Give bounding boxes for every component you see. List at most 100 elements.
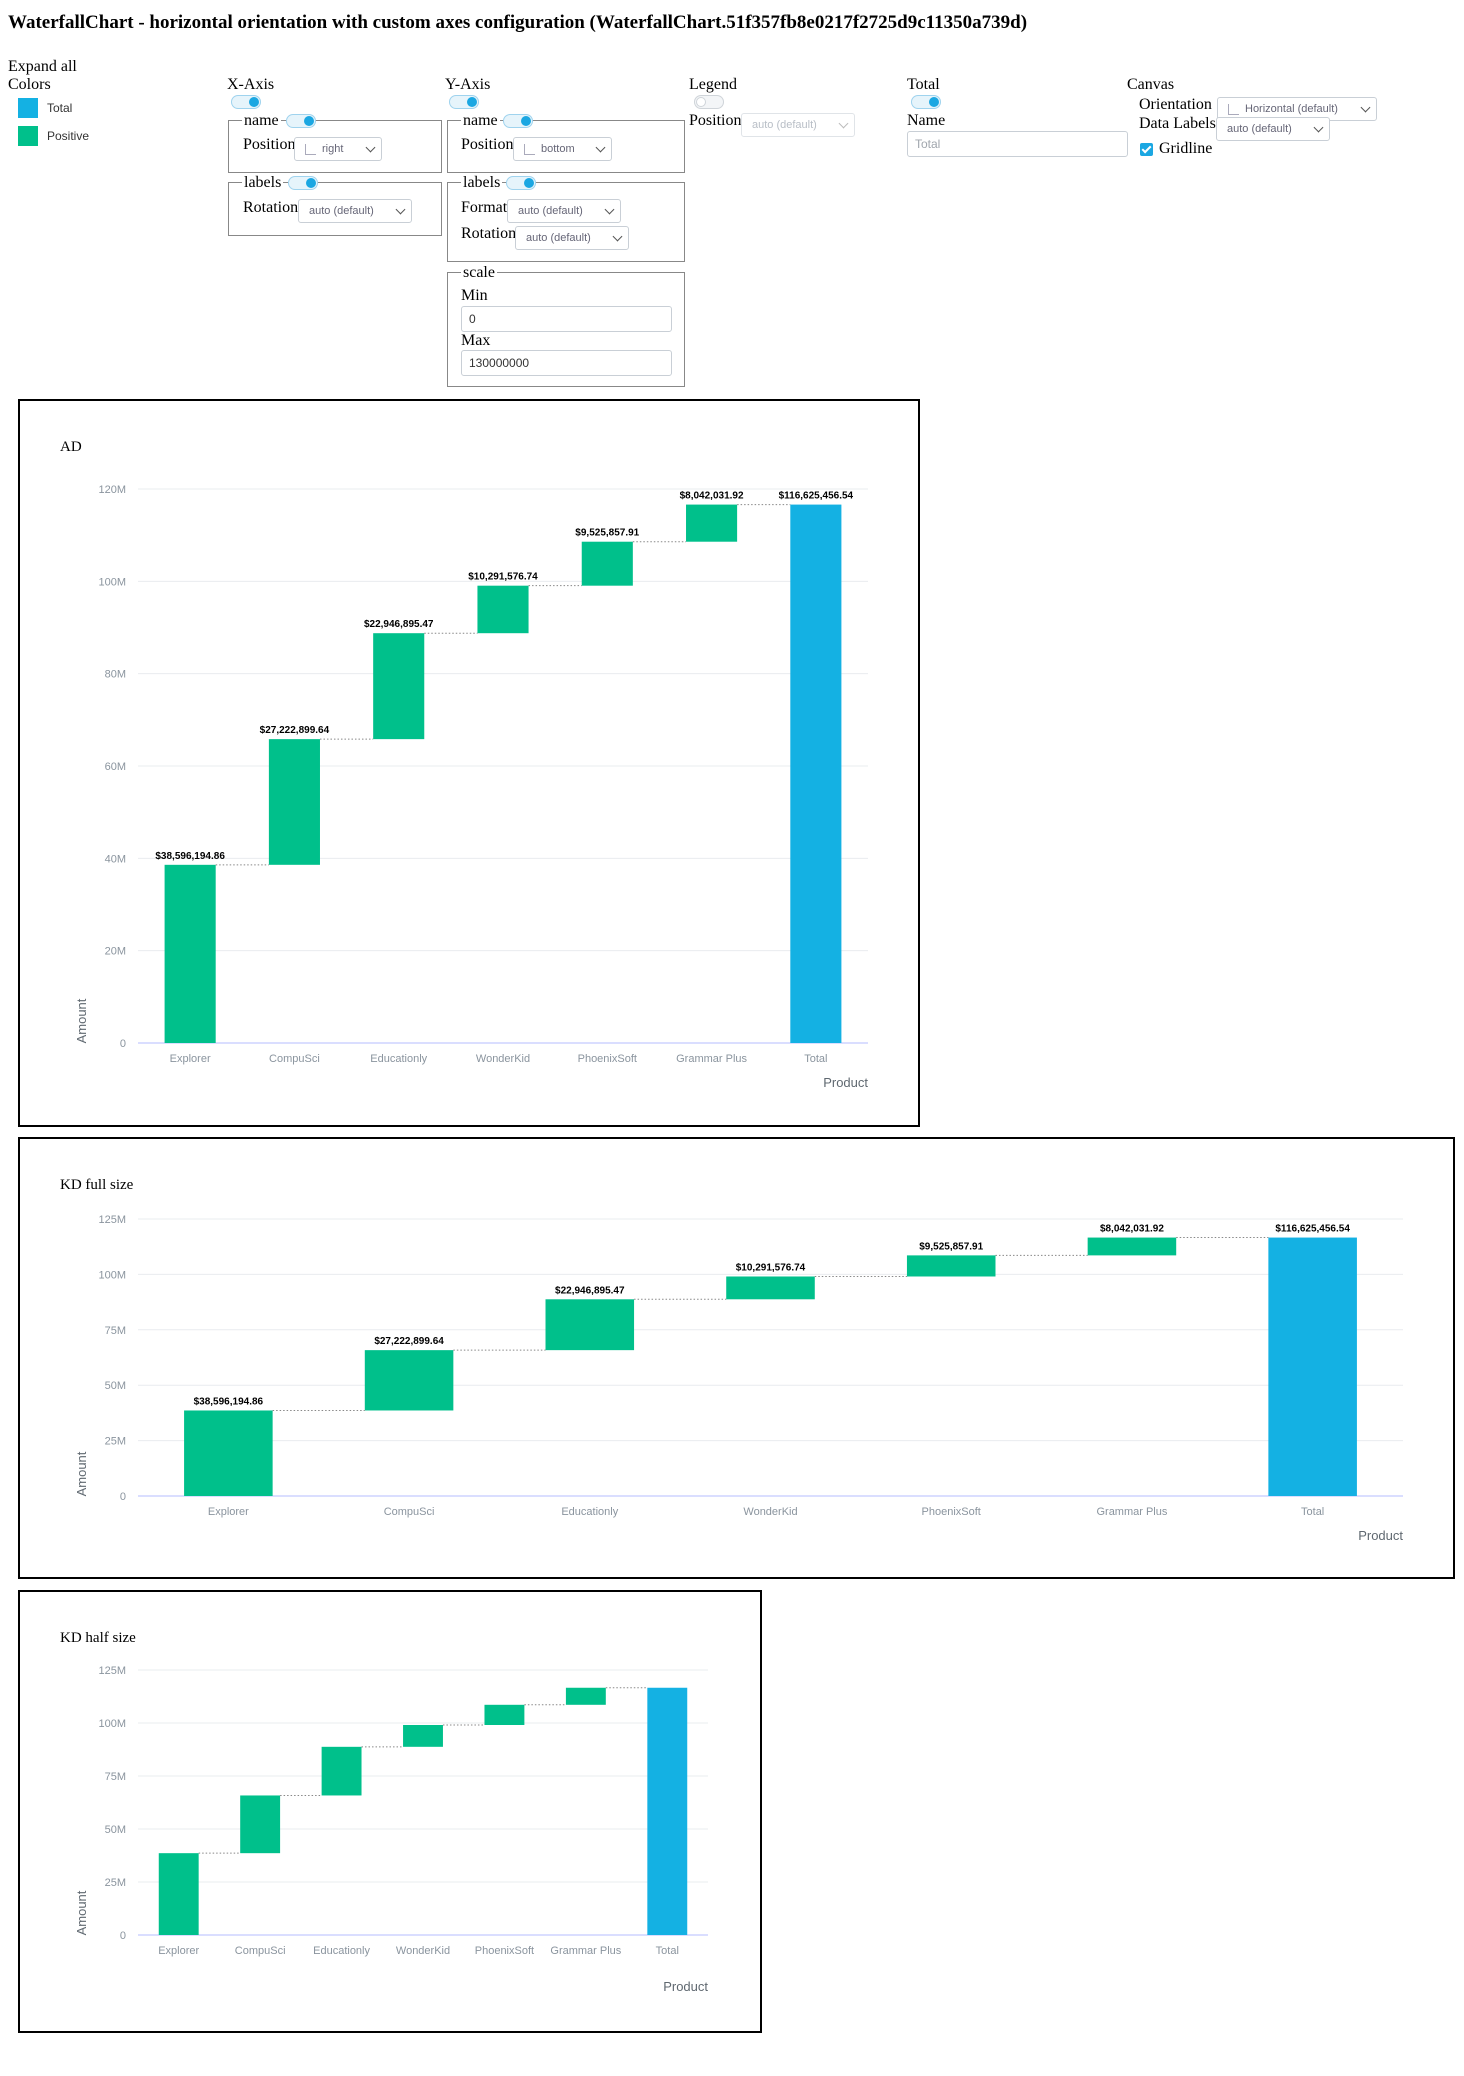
- total-toggle[interactable]: [911, 95, 941, 109]
- legend-position-select[interactable]: auto (default): [741, 113, 855, 137]
- legend-label-total: Total: [47, 101, 72, 115]
- x-axis-name: Product: [823, 1075, 868, 1090]
- legend-swatch-total[interactable]: [18, 98, 38, 118]
- x-tick-label: Total: [804, 1053, 827, 1065]
- x-tick-label: Explorer: [170, 1053, 211, 1065]
- data-label: $22,946,895.47: [364, 619, 434, 630]
- bar-total: [790, 505, 841, 1043]
- x-axis-toggle[interactable]: [231, 95, 261, 109]
- bar-positive: [1088, 1238, 1177, 1256]
- y-tick-label: 40M: [105, 853, 126, 865]
- y-tick-label: 50M: [105, 1380, 126, 1392]
- y-axis-position-select[interactable]: bottom: [513, 137, 612, 161]
- bar-positive: [484, 1705, 524, 1725]
- bar-positive: [546, 1299, 635, 1350]
- bar-positive: [184, 1410, 273, 1496]
- bar-positive: [365, 1350, 454, 1410]
- data-label: $9,525,857.91: [575, 528, 639, 539]
- canvas-heading: Canvas: [1127, 76, 1174, 94]
- y-axis-scale-legend: scale: [461, 264, 497, 282]
- x-tick-label: Explorer: [158, 1945, 199, 1957]
- canvas-data-labels-label: Data Labels: [1139, 115, 1216, 133]
- x-tick-label: PhoenixSoft: [578, 1053, 637, 1065]
- x-axis-name: Product: [663, 1979, 708, 1994]
- y-axis-rotation-select[interactable]: auto (default): [515, 226, 629, 250]
- y-tick-label: 0: [120, 1038, 126, 1050]
- bar-positive: [240, 1795, 280, 1853]
- bar-positive: [373, 633, 424, 739]
- data-label: $38,596,194.86: [194, 1396, 264, 1407]
- legend-label-positive: Positive: [47, 129, 89, 143]
- y-axis-format-label: Format: [461, 199, 507, 217]
- page-title: WaterfallChart - horizontal orientation …: [8, 12, 1027, 34]
- data-label: $22,946,895.47: [555, 1285, 625, 1296]
- y-axis-min-input[interactable]: 0: [461, 306, 672, 332]
- waterfall-chart-ad: 0 20M 40M 60M 80M 100M 120M $38,596,194.86 Explo…: [20, 401, 918, 1125]
- x-tick-label: WonderKid: [396, 1945, 450, 1957]
- x-tick-label: CompuSci: [384, 1506, 435, 1518]
- y-axis-rotation-label: Rotation: [461, 225, 516, 243]
- y-axis-labels-toggle[interactable]: [506, 176, 536, 190]
- data-label: $8,042,031.92: [1100, 1224, 1164, 1235]
- y-tick-label: 80M: [105, 669, 126, 681]
- y-tick-label: 120M: [98, 484, 126, 496]
- y-axis-name: Amount: [74, 998, 89, 1043]
- x-axis-position-label: Position: [243, 136, 295, 154]
- bar-positive: [582, 542, 633, 586]
- y-axis-name: Amount: [74, 1451, 89, 1496]
- x-tick-label: Educationly: [313, 1945, 370, 1957]
- y-axis-name-legend: name: [461, 112, 500, 130]
- data-label: $116,625,456.54: [1275, 1224, 1350, 1235]
- y-tick-label: 0: [120, 1930, 126, 1942]
- x-tick-label: CompuSci: [269, 1053, 320, 1065]
- gridline-label: Gridline: [1159, 140, 1212, 158]
- y-tick-label: 0: [120, 1491, 126, 1503]
- gridline-checkbox[interactable]: [1140, 143, 1153, 156]
- total-name-label: Name: [907, 112, 945, 130]
- x-axis-labels-toggle[interactable]: [288, 176, 318, 190]
- y-tick-label: 100M: [98, 576, 126, 588]
- bar-total: [1268, 1238, 1357, 1496]
- y-tick-label: 100M: [98, 1718, 126, 1730]
- x-axis-name-legend: name: [242, 112, 281, 130]
- y-tick-label: 125M: [98, 1214, 126, 1226]
- bar-positive: [269, 739, 320, 865]
- canvas-data-labels-select[interactable]: auto (default): [1216, 117, 1330, 141]
- x-tick-label: PhoenixSoft: [475, 1945, 534, 1957]
- x-tick-label: Explorer: [208, 1506, 249, 1518]
- total-name-input[interactable]: Total: [907, 131, 1128, 157]
- bar-positive: [403, 1725, 443, 1747]
- x-tick-label: WonderKid: [743, 1506, 797, 1518]
- canvas-orientation-label: Orientation: [1139, 96, 1212, 114]
- y-axis-max-input[interactable]: 130000000: [461, 350, 672, 376]
- x-tick-label: Educationly: [370, 1053, 427, 1065]
- x-tick-label: Grammar Plus: [1096, 1506, 1167, 1518]
- bar-positive: [477, 586, 528, 634]
- x-tick-label: PhoenixSoft: [922, 1506, 981, 1518]
- y-axis-toggle[interactable]: [449, 95, 479, 109]
- y-axis-format-select[interactable]: auto (default): [507, 199, 621, 223]
- legend-swatch-positive[interactable]: [18, 126, 38, 146]
- x-tick-label: Total: [1301, 1506, 1324, 1518]
- waterfall-chart-kd-half: 0 25M 50M 75M 100M 125M Explorer CompuSci Educat…: [20, 1592, 760, 2031]
- x-axis-rotation-select[interactable]: auto (default): [298, 199, 412, 223]
- expand-all-link[interactable]: Expand all: [8, 58, 77, 76]
- total-heading: Total: [907, 76, 940, 94]
- x-axis-labels-legend: labels: [242, 174, 283, 192]
- x-axis-name-toggle[interactable]: [286, 114, 316, 128]
- x-axis-name: Product: [1358, 1528, 1403, 1543]
- x-tick-label: Educationly: [561, 1506, 618, 1518]
- y-tick-label: 125M: [98, 1665, 126, 1677]
- legend-toggle[interactable]: [694, 95, 724, 109]
- x-axis-position-select[interactable]: right: [294, 137, 382, 161]
- chart-panel-ad: AD 0 20M 40M 60M 80M 100M 120M $38,596,194.86 Ex…: [18, 399, 920, 1127]
- bar-total: [647, 1688, 687, 1935]
- data-label: $116,625,456.54: [779, 491, 854, 502]
- y-axis-max-label: Max: [461, 332, 490, 350]
- bar-positive: [159, 1853, 199, 1935]
- colors-heading: Colors: [8, 76, 51, 94]
- waterfall-chart-kd-full: 0 25M 50M 75M 100M 125M $38,596,194.86 Explorer…: [20, 1139, 1453, 1577]
- y-axis-name-toggle[interactable]: [503, 114, 533, 128]
- data-label: $8,042,031.92: [680, 491, 744, 502]
- data-label: $9,525,857.91: [919, 1241, 983, 1252]
